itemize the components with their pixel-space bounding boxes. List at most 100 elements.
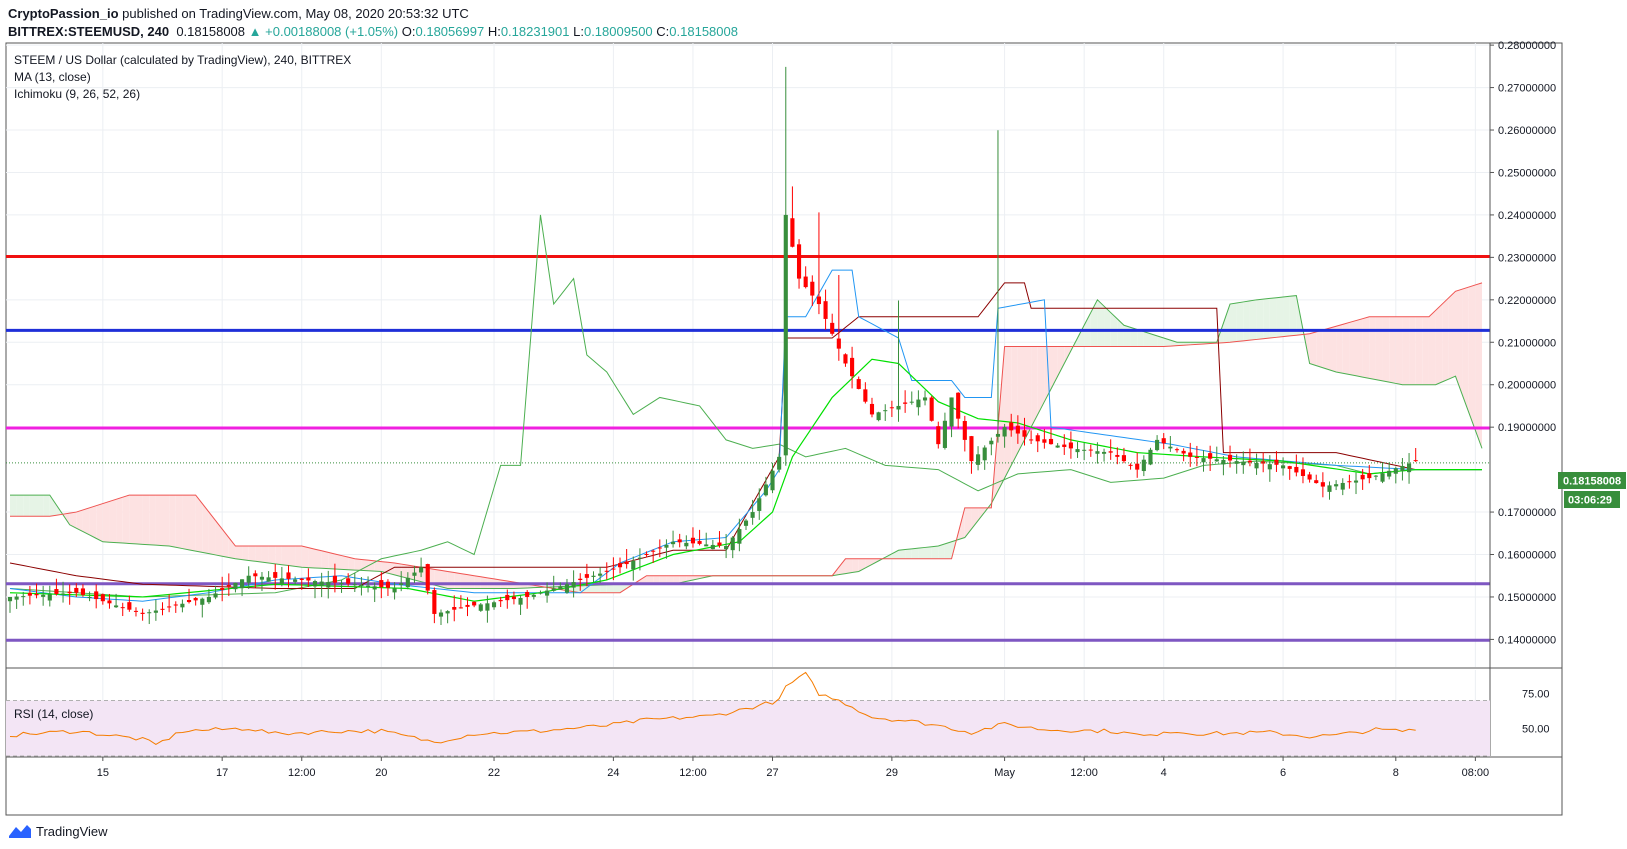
price-tick-label: 0.27000000 [1498,83,1556,95]
candle-body [558,586,563,590]
candle-body [87,596,92,598]
cloud-segment [1123,325,1131,347]
cloud-segment [401,564,408,579]
time-tick-label: May [994,767,1015,779]
cloud-segment [600,584,607,593]
cloud-segment [23,495,30,517]
cloud-segment [938,543,945,559]
candle-body [942,420,947,448]
cloud-segment [1176,342,1184,346]
cloud-segment [1342,322,1350,375]
candle-body [472,601,477,606]
cloud-segment [666,575,674,585]
candle-body [604,570,609,572]
price-axis[interactable]: 0.28000000 0.27000000 0.26000000 0.25000000… [6,40,1562,756]
cloud-segment [646,575,654,585]
tradingview-icon [9,825,31,838]
candle-body [1393,468,1398,474]
candle-body [929,397,934,421]
cloud-segment [1163,338,1171,347]
price-tick-label: 0.26000000 [1498,125,1556,137]
ma13-line [9,358,1482,602]
cloud-segment [109,499,117,543]
cloud-segment [1375,316,1383,381]
time-tick-label: 29 [886,767,898,779]
candle-body [1320,482,1325,487]
candle-body [1413,460,1418,462]
candle-body [750,512,755,518]
cloud-segment [43,495,50,517]
tradingview-logo[interactable]: TradingView [8,822,108,840]
cloud-segment [613,584,621,593]
candle-body [1141,459,1146,472]
candle-body [1095,451,1100,454]
symbol-label: BITTREX:STEEMUSD, 240 [8,24,170,39]
rsi-line [9,671,1416,745]
candle-body [60,593,66,595]
cloud-segment [971,507,979,530]
candle-body [352,584,357,586]
cloud-segment [1017,346,1025,453]
cloud-segment [460,573,468,589]
cloud-segment [354,558,362,571]
candle-body [1121,455,1127,462]
cloud-segment [997,346,1005,491]
candle-body [525,591,530,597]
cloud-segment [102,501,110,543]
candle-body [989,440,994,445]
candle-body [346,578,351,584]
time-tick-label: 22 [488,767,500,779]
candle-body [1387,470,1392,477]
cloud-segment [1090,299,1098,347]
time-axis[interactable]: 15 17 12:00 20 22 24 12:00 27 29 May 12:00 4 6 8 08:00 [6,756,1562,779]
candle-body [611,568,616,570]
time-tick-label: 6 [1280,767,1286,779]
rsi-pane: 75.00 50.00 [6,671,1550,757]
candle-body [1015,425,1020,434]
price-tick-label: 0.25000000 [1498,167,1556,179]
cloud-segment [905,548,912,559]
candle-body [1188,452,1193,457]
candle-body [1340,482,1345,490]
candle-body [133,610,139,612]
candle-body [1334,484,1339,487]
author-name[interactable]: CryptoPassion_io [8,6,119,21]
cloud-segment [639,575,647,585]
price-tick-label: 0.17000000 [1498,507,1556,519]
legend-rsi: RSI (14, close) [14,707,93,721]
cloud-segment [268,546,276,564]
time-tick-label: 8 [1393,767,1399,779]
candle-body [810,281,815,296]
candle-body [545,590,550,596]
candle-body [498,600,503,602]
cloud-segment [447,571,455,589]
candle-body [193,597,198,601]
candle-body [34,593,39,596]
legend-title: STEEM / US Dollar (calculated by Trading… [14,53,351,67]
candle-body [743,520,749,526]
candle-body [1048,438,1054,445]
candle-body [1314,480,1319,484]
candle-body [969,436,974,462]
candle-body [1135,463,1140,470]
candle-body [100,594,105,602]
candle-body [671,541,676,545]
candle-body [1174,449,1180,451]
cloud-segment [467,574,475,589]
cloud-segment [606,584,614,593]
ichimoku-cloud [10,282,1483,594]
candle-body [644,554,649,556]
price-tick-label: 0.19000000 [1498,422,1556,434]
cloud-segment [1097,299,1105,347]
rsi-tick-label: 75.00 [1522,689,1550,701]
candle-body [631,560,636,570]
candle-body [1108,451,1113,453]
ohlc-header: BITTREX:STEEMUSD, 240 0.18158008 ▲ +0.00… [8,24,738,39]
candle-body [47,594,52,601]
candle-body [863,389,868,402]
candle-body [869,403,875,415]
cloud-segment [142,495,150,545]
candle-body [1002,427,1007,437]
candle-body [976,454,981,465]
